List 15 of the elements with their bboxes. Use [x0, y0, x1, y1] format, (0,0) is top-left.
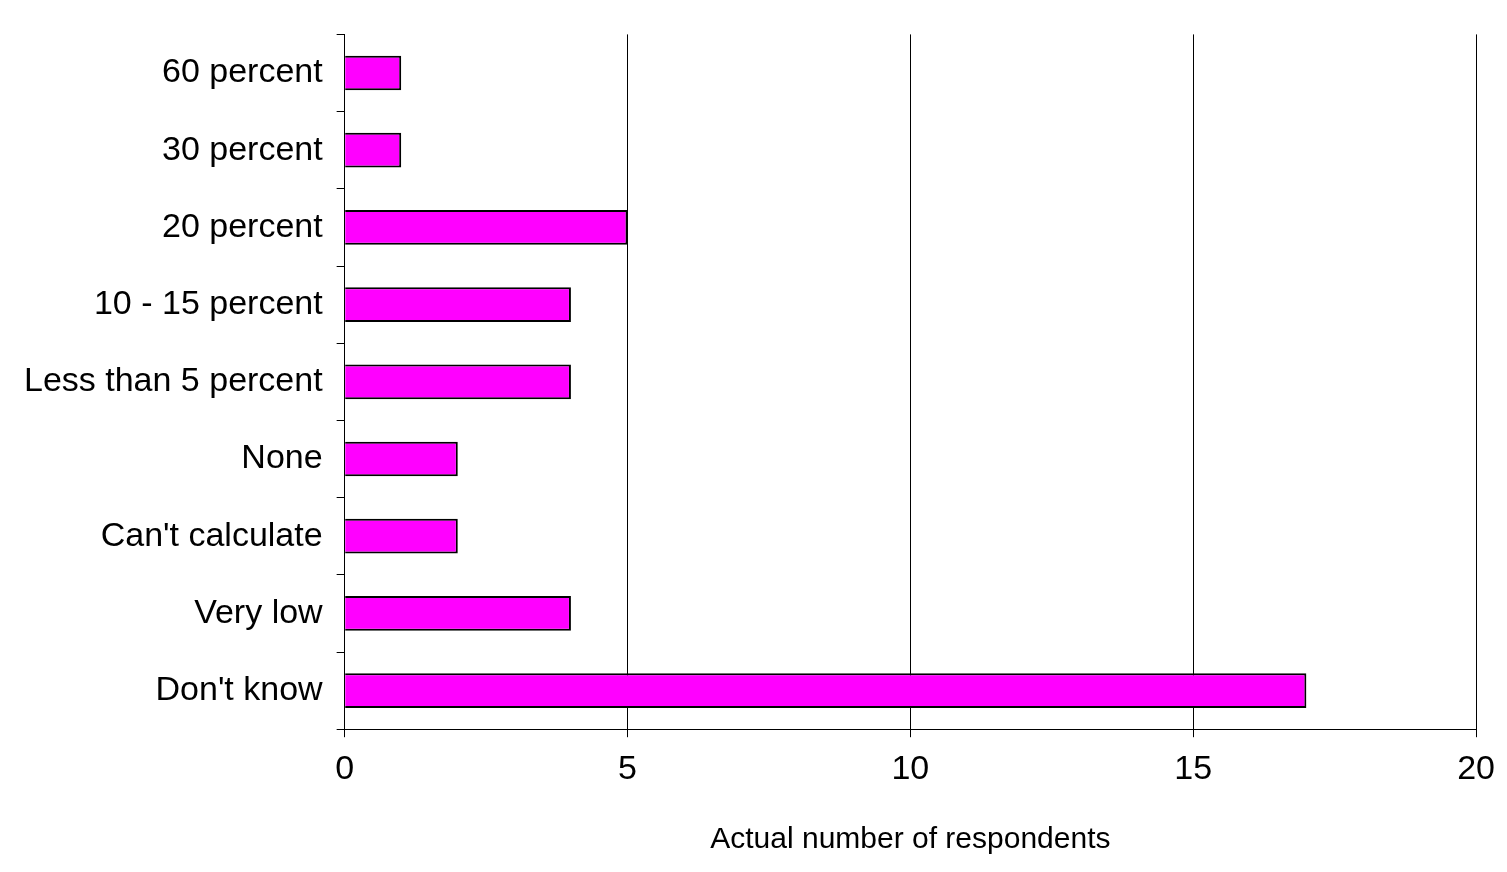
x-axis-title: Actual number of respondents	[710, 821, 1111, 855]
x-tick-label: 10	[891, 747, 930, 786]
y-tick-label: 60 percent	[161, 51, 324, 90]
x-tick-label: 20	[1457, 747, 1495, 786]
x-tick-label: 5	[618, 747, 637, 786]
y-tick-label: Less than 5 percent	[23, 360, 324, 399]
x-tick-label: 0	[335, 747, 355, 786]
y-tick-label: 30 percent	[161, 128, 324, 167]
y-tick-label: Can't calculate	[100, 514, 323, 553]
y-tick-label: Very low	[194, 591, 324, 630]
y-tick-label: Don't know	[155, 668, 324, 707]
y-tick-label: 10 - 15 percent	[93, 282, 324, 321]
y-tick-label: 20 percent	[161, 205, 324, 244]
x-tick-label: 15	[1174, 747, 1213, 786]
y-tick-label: None	[241, 437, 323, 476]
